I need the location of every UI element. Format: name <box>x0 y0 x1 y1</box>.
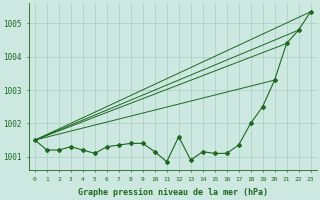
X-axis label: Graphe pression niveau de la mer (hPa): Graphe pression niveau de la mer (hPa) <box>78 188 268 197</box>
